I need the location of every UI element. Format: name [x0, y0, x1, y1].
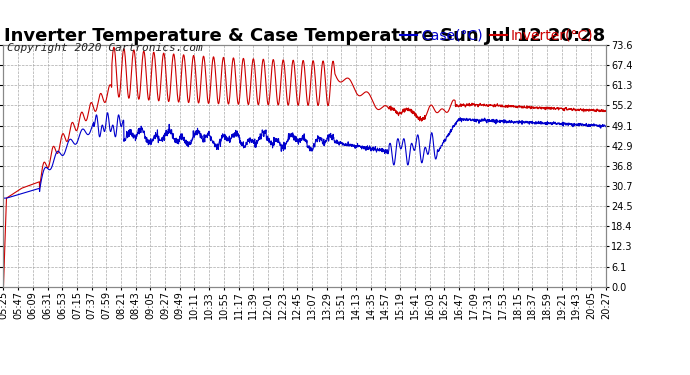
Title: Inverter Temperature & Case Temperature Sun Jul 12 20:28: Inverter Temperature & Case Temperature …	[4, 27, 605, 45]
Text: Copyright 2020 Cartronics.com: Copyright 2020 Cartronics.com	[7, 43, 203, 53]
Legend: Case(°C), Inverter(°C): Case(°C), Inverter(°C)	[395, 23, 599, 48]
